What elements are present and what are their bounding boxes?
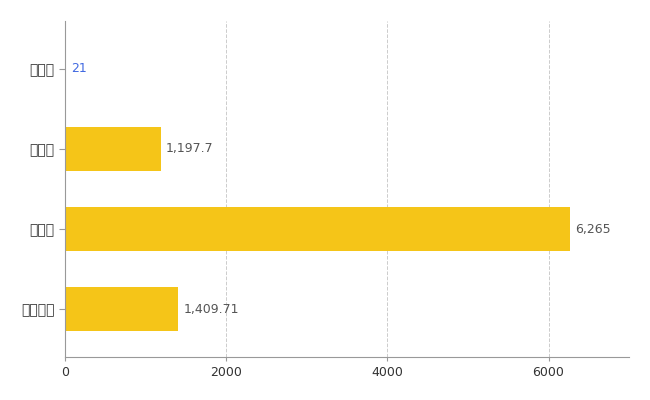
Bar	[65, 287, 178, 331]
Text: 21: 21	[72, 62, 87, 75]
Bar	[65, 207, 570, 251]
Text: 1,197.7: 1,197.7	[166, 142, 214, 156]
Text: 6,265: 6,265	[575, 222, 610, 236]
Text: 1,409.71: 1,409.71	[183, 302, 239, 316]
Bar	[65, 127, 161, 171]
Bar	[65, 47, 66, 91]
